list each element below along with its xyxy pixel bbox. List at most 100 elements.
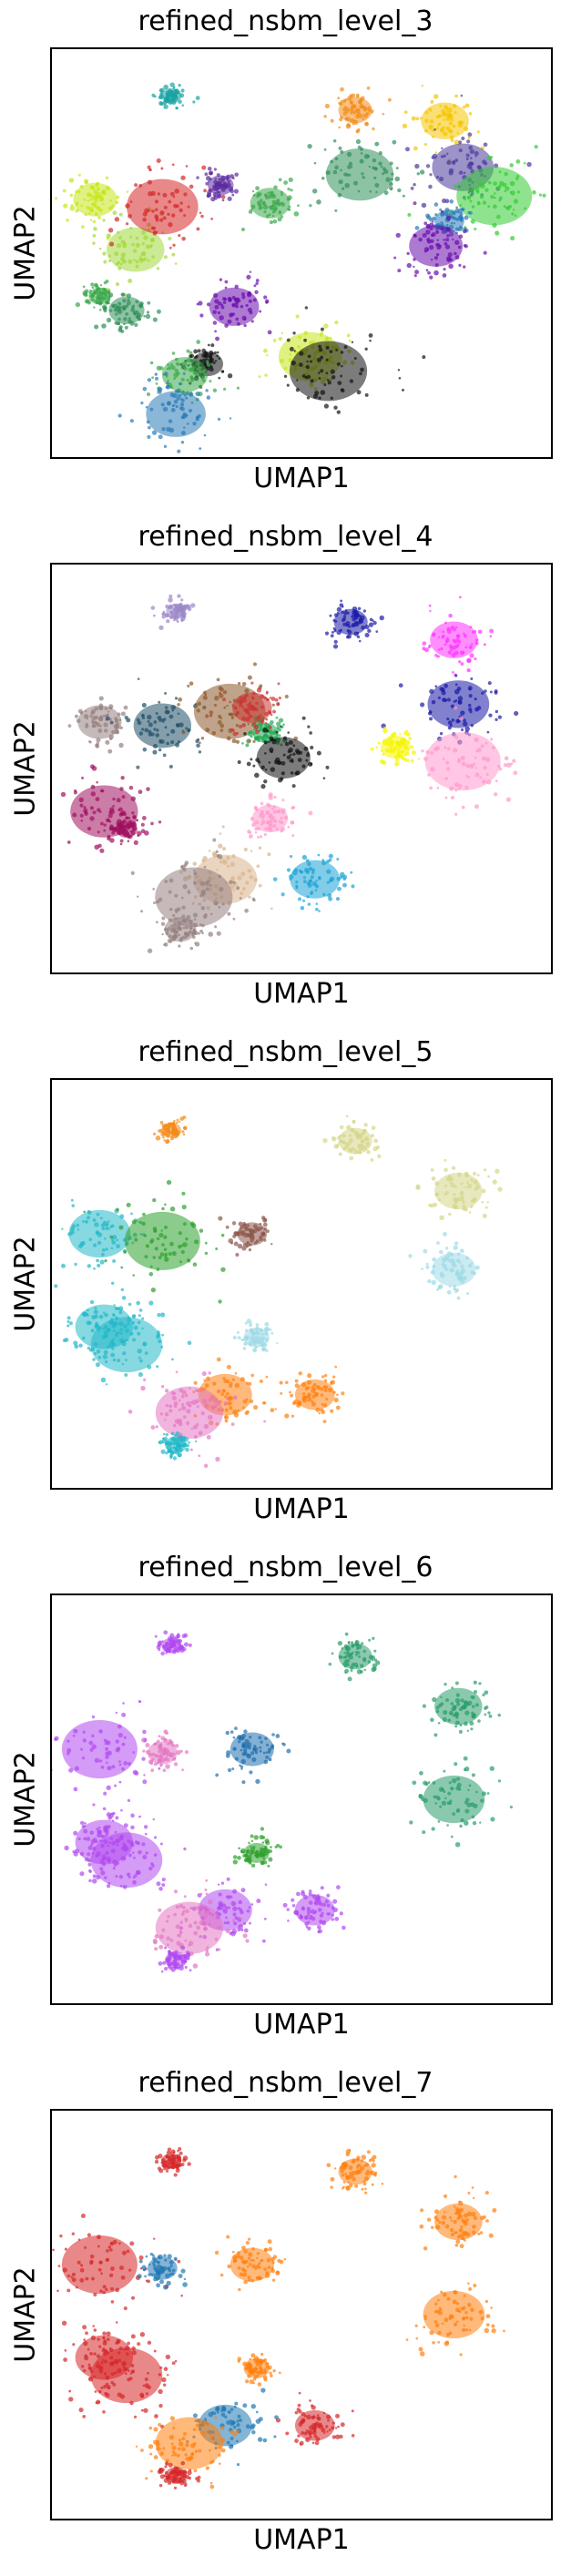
point [98,1839,102,1843]
point [177,1956,181,1960]
point [138,1371,143,1378]
point [219,728,224,733]
point [173,1762,178,1767]
point [204,1241,208,1245]
point [353,1151,357,1155]
point [495,230,500,236]
point [73,1787,78,1792]
point [262,822,265,825]
point [251,897,256,901]
point [459,1724,463,1727]
point [397,749,400,753]
point [264,721,268,725]
point [467,136,471,139]
point [316,750,321,756]
point [291,1414,295,1418]
point [350,1668,353,1672]
cluster-0 [151,82,200,110]
point [92,1838,97,1842]
point [118,1780,122,1784]
point [310,875,314,880]
point [454,1241,459,1246]
point [123,828,127,832]
point [155,382,158,385]
point [450,795,455,799]
point [325,860,331,864]
point [230,1422,235,1427]
point [178,1453,181,1458]
point [259,1222,262,1226]
point [470,219,475,224]
point [186,358,192,363]
point [357,1143,362,1147]
point [177,1444,182,1449]
point [87,1346,91,1350]
point [290,771,294,775]
point [182,372,186,375]
point [220,303,224,307]
point [218,1892,222,1897]
point [320,1408,324,1412]
point [264,1331,269,1336]
point [275,757,280,763]
point [455,1807,461,1813]
point [153,901,157,904]
point [441,108,445,114]
point [277,203,280,207]
point [229,313,233,316]
point [178,1421,183,1427]
point [218,686,223,691]
point [209,367,214,372]
point [229,884,235,890]
point [290,759,294,764]
point [449,1268,454,1273]
point [394,761,400,767]
point [332,626,336,630]
point [195,1440,198,1443]
point [222,185,228,189]
point [474,772,480,778]
point [130,308,136,312]
point [318,1901,323,1907]
point [323,148,327,151]
point [269,205,271,209]
point [250,1846,252,1848]
point [209,172,213,176]
point [94,1222,99,1227]
point [72,1734,76,1737]
point [180,1244,183,1247]
point [234,284,239,289]
point [287,825,291,829]
point [204,1383,209,1389]
point [166,1446,169,1450]
point [486,1792,490,1795]
point [431,1176,436,1181]
point [287,731,290,734]
point [103,1828,108,1833]
point [138,183,143,188]
point [450,1835,454,1838]
point [252,298,257,302]
point [295,886,299,890]
point [490,738,494,741]
point [158,1887,163,1891]
point [248,738,251,742]
point [283,815,289,820]
point [163,1247,168,1251]
point [473,1179,478,1185]
point [504,171,508,177]
point [156,1881,161,1887]
point [460,1264,464,1268]
point [292,331,296,335]
point [163,1758,167,1762]
point [232,889,236,892]
y-axis-label: UMAP2 [9,205,42,301]
point [454,782,460,788]
point [454,139,460,145]
point [193,869,196,871]
point [105,1751,109,1756]
point [180,1960,186,1964]
point [108,206,113,211]
point [101,1227,106,1231]
umap-panel-level-3: refined_nsbm_level_3 UMAP1 UMAP2 [0,0,571,514]
